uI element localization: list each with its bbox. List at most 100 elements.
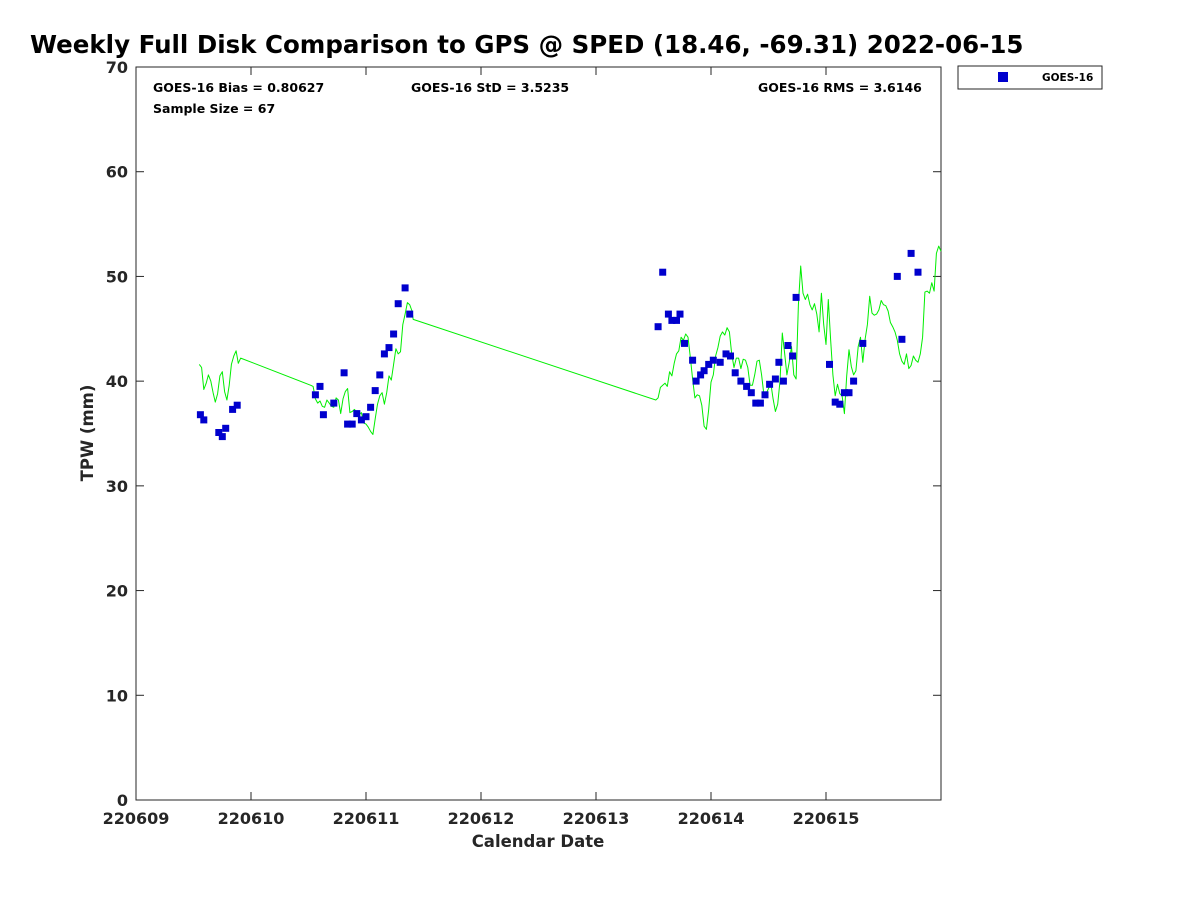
goes16-data-point bbox=[316, 382, 324, 390]
goes16-data-point bbox=[668, 316, 676, 324]
y-axis-label: TPW (mm) bbox=[78, 385, 97, 482]
goes16-data-point bbox=[394, 300, 402, 308]
goes16-data-point bbox=[340, 369, 348, 377]
goes16-data-point bbox=[196, 411, 204, 419]
goes16-scatter-series bbox=[196, 249, 922, 441]
goes16-data-point bbox=[850, 377, 858, 385]
goes16-data-point bbox=[376, 371, 384, 379]
y-tick-label: 30 bbox=[106, 477, 128, 496]
legend-entry-goes16: GOES-16 bbox=[1042, 72, 1093, 84]
goes16-data-point bbox=[731, 369, 739, 377]
goes16-data-point bbox=[859, 339, 867, 347]
goes16-data-point bbox=[380, 350, 388, 358]
goes16-data-point bbox=[348, 420, 356, 428]
goes16-data-point bbox=[743, 382, 751, 390]
y-tick-label: 10 bbox=[106, 686, 128, 705]
goes16-data-point bbox=[385, 344, 393, 352]
goes16-data-point bbox=[344, 420, 352, 428]
legend-box bbox=[957, 65, 1103, 90]
goes16-data-point bbox=[722, 350, 730, 358]
goes16-data-point bbox=[222, 424, 230, 432]
goes16-data-point bbox=[898, 335, 906, 343]
goes16-data-point bbox=[766, 380, 774, 388]
x-tick-label: 220613 bbox=[563, 809, 630, 828]
gps-series-line bbox=[198, 245, 942, 435]
goes16-data-point bbox=[893, 272, 901, 280]
goes16-data-point bbox=[319, 411, 327, 419]
goes16-data-point bbox=[330, 399, 338, 407]
x-tick-label: 220609 bbox=[103, 809, 170, 828]
goes16-data-point bbox=[716, 358, 724, 366]
goes16-data-point bbox=[831, 398, 839, 406]
goes16-data-point bbox=[200, 416, 208, 424]
goes16-data-point bbox=[673, 316, 680, 324]
goes16-data-point bbox=[845, 389, 853, 397]
sample-size-stat: Sample Size = 67 bbox=[153, 101, 275, 116]
std-stat: GOES-16 StD = 3.5235 bbox=[411, 80, 569, 95]
goes16-data-point bbox=[756, 399, 764, 407]
x-tick-label: 220612 bbox=[448, 809, 515, 828]
y-tick-label: 70 bbox=[106, 58, 128, 77]
x-tick-label: 220614 bbox=[678, 809, 745, 828]
bias-stat: GOES-16 Bias = 0.80627 bbox=[153, 80, 324, 95]
goes16-data-point bbox=[727, 352, 734, 360]
goes16-data-point bbox=[681, 339, 688, 347]
legend-marker-square-icon bbox=[998, 72, 1008, 82]
y-tick-label: 50 bbox=[106, 267, 128, 286]
goes16-data-point bbox=[406, 310, 414, 318]
y-tick-label: 20 bbox=[106, 582, 128, 601]
goes16-data-point bbox=[779, 377, 787, 385]
y-tick-label: 0 bbox=[117, 791, 128, 810]
goes16-data-point bbox=[218, 433, 226, 441]
goes16-data-point bbox=[771, 375, 779, 383]
legend: GOES-16 bbox=[957, 65, 1103, 90]
x-axis-ticks: 220609 220610 220611 220612 220613 220614 2206… bbox=[103, 67, 860, 828]
goes16-data-point bbox=[705, 360, 713, 368]
goes16-data-point bbox=[697, 371, 705, 379]
goes16-data-point bbox=[367, 403, 375, 411]
axes bbox=[135, 66, 942, 801]
goes16-data-point bbox=[371, 387, 379, 395]
x-tick-label: 220611 bbox=[333, 809, 400, 828]
x-tick-label: 220615 bbox=[793, 809, 860, 828]
goes16-data-point bbox=[659, 268, 667, 276]
goes16-data-point bbox=[836, 400, 844, 408]
goes16-data-point bbox=[390, 330, 398, 338]
goes16-data-point bbox=[664, 310, 672, 318]
rms-stat: GOES-16 RMS = 3.6146 bbox=[758, 80, 922, 95]
goes16-data-point bbox=[826, 360, 833, 368]
x-axis-label: Calendar Date bbox=[472, 832, 605, 851]
gps-line-series bbox=[198, 245, 942, 435]
goes16-data-point bbox=[676, 310, 684, 318]
goes16-data-point bbox=[737, 377, 745, 385]
goes16-data-point bbox=[689, 356, 697, 364]
plot-area-box bbox=[135, 66, 942, 801]
goes16-data-point bbox=[747, 389, 755, 397]
goes16-data-point bbox=[761, 391, 769, 399]
goes16-data-point bbox=[311, 391, 319, 399]
goes16-data-point bbox=[752, 399, 760, 407]
goes16-data-point bbox=[784, 342, 792, 349]
goes16-data-point bbox=[709, 356, 717, 364]
goes16-data-point bbox=[914, 268, 922, 276]
y-axis-ticks: 0 10 20 30 40 50 60 70 bbox=[106, 58, 941, 810]
goes16-data-point bbox=[775, 358, 783, 366]
x-tick-label: 220610 bbox=[218, 809, 285, 828]
goes16-data-point bbox=[401, 284, 409, 292]
chart-title: Weekly Full Disk Comparison to GPS @ SPE… bbox=[30, 30, 1024, 59]
goes16-data-point bbox=[353, 410, 361, 418]
goes16-data-point bbox=[700, 367, 708, 375]
goes16-data-point bbox=[233, 401, 241, 409]
goes16-data-point bbox=[907, 249, 915, 257]
y-tick-label: 40 bbox=[106, 372, 128, 391]
goes16-data-point bbox=[357, 416, 365, 424]
y-tick-label: 60 bbox=[106, 163, 128, 182]
goes16-data-point bbox=[789, 352, 797, 360]
goes16-data-point bbox=[792, 293, 800, 301]
goes16-data-point bbox=[654, 323, 662, 331]
goes16-data-point bbox=[229, 405, 237, 413]
goes16-data-point bbox=[692, 377, 700, 385]
goes16-data-point bbox=[215, 429, 223, 436]
goes16-data-point bbox=[362, 413, 370, 421]
